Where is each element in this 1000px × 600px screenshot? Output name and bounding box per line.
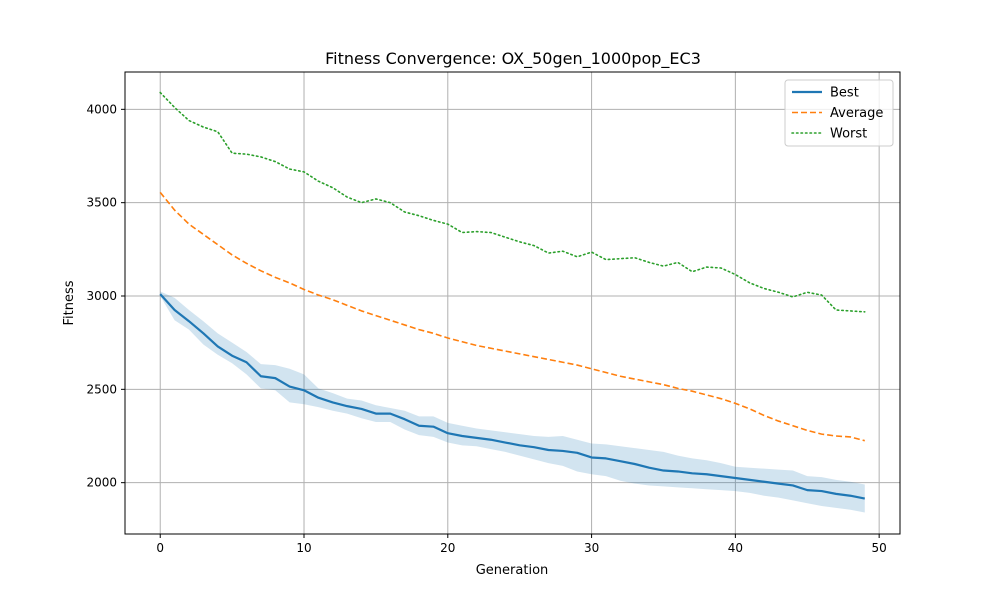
y-tick-label: 2500 (86, 382, 117, 396)
plot-frame (124, 71, 901, 535)
band-best (160, 291, 865, 513)
legend-box (784, 79, 894, 147)
x-tick-label: 40 (728, 541, 743, 555)
x-tick-label: 30 (584, 541, 599, 555)
x-tick-label: 0 (156, 541, 164, 555)
series-line-worst (159, 91, 866, 313)
series-lines (159, 91, 866, 500)
series-line-average (159, 191, 865, 442)
x-axis-label: Generation (476, 563, 549, 578)
axis-ticks: 0 10 20 30 40 50 2000 2500 3000 3500 4000 (86, 102, 886, 555)
y-tick-label: 2000 (86, 476, 117, 490)
best-confidence-band (160, 291, 865, 513)
y-tick-label: 4000 (86, 102, 117, 116)
legend-label-worst: Worst (830, 127, 867, 142)
series-line-best (159, 293, 865, 500)
y-tick-label: 3500 (86, 196, 117, 210)
legend: Best Average Worst (784, 79, 894, 147)
x-tick-label: 50 (872, 541, 887, 555)
legend-label-best: Best (830, 86, 859, 101)
legend-label-average: Average (830, 106, 883, 121)
x-tick-label: 10 (296, 541, 311, 555)
y-axis-label: Fitness (62, 280, 77, 325)
y-tick-label: 3000 (86, 289, 117, 303)
x-tick-label: 20 (440, 541, 455, 555)
chart-title: Fitness Convergence: OX_50gen_1000pop_EC… (325, 49, 701, 69)
